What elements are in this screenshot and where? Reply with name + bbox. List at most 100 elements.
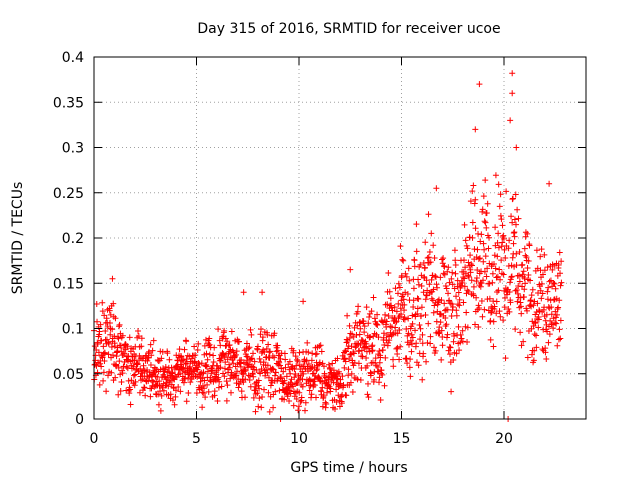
data-point bbox=[93, 300, 100, 307]
data-point bbox=[91, 343, 98, 350]
data-point bbox=[508, 273, 515, 280]
data-point bbox=[363, 340, 370, 347]
data-point bbox=[404, 360, 411, 367]
data-point bbox=[494, 253, 501, 260]
data-point bbox=[276, 359, 283, 366]
data-point bbox=[451, 247, 458, 254]
grid-lines bbox=[94, 57, 586, 419]
data-point bbox=[479, 313, 486, 320]
data-point bbox=[430, 242, 437, 249]
data-point bbox=[155, 391, 162, 398]
data-point bbox=[260, 359, 267, 366]
data-point bbox=[292, 353, 299, 360]
data-point bbox=[218, 383, 225, 390]
data-point bbox=[446, 279, 453, 286]
data-point bbox=[483, 224, 490, 231]
data-point bbox=[385, 270, 392, 277]
data-point bbox=[518, 342, 525, 349]
data-point bbox=[360, 318, 367, 325]
data-point bbox=[364, 362, 371, 369]
data-point bbox=[443, 321, 450, 328]
data-point bbox=[287, 390, 294, 397]
data-point bbox=[343, 392, 350, 399]
data-point bbox=[97, 321, 104, 328]
data-point bbox=[280, 368, 287, 375]
data-point bbox=[210, 352, 217, 359]
data-point bbox=[468, 277, 475, 284]
data-point bbox=[557, 317, 564, 324]
data-point bbox=[437, 310, 444, 317]
data-point bbox=[513, 250, 520, 257]
data-point bbox=[316, 359, 323, 366]
data-point bbox=[539, 346, 546, 353]
data-point bbox=[103, 336, 110, 343]
data-point bbox=[263, 366, 270, 373]
data-point bbox=[255, 377, 262, 384]
data-point bbox=[147, 361, 154, 368]
data-point bbox=[427, 259, 434, 266]
data-point bbox=[274, 347, 281, 354]
data-point bbox=[393, 308, 400, 315]
data-point bbox=[445, 290, 452, 297]
data-point bbox=[520, 268, 527, 275]
data-point bbox=[458, 282, 465, 289]
data-point bbox=[538, 295, 545, 302]
data-point bbox=[103, 388, 110, 395]
data-point bbox=[500, 235, 507, 242]
data-point bbox=[361, 323, 368, 330]
data-point bbox=[293, 396, 300, 403]
data-point bbox=[426, 281, 433, 288]
data-point bbox=[487, 336, 494, 343]
data-point bbox=[538, 246, 545, 253]
data-point bbox=[400, 257, 407, 264]
data-point bbox=[469, 219, 476, 226]
data-point bbox=[408, 348, 415, 355]
data-point bbox=[448, 388, 455, 395]
data-point bbox=[107, 331, 114, 338]
data-point bbox=[515, 215, 522, 222]
data-point bbox=[484, 200, 491, 207]
data-point bbox=[481, 218, 488, 225]
data-point bbox=[366, 334, 373, 341]
data-point bbox=[296, 349, 303, 356]
data-point bbox=[295, 403, 302, 410]
data-point bbox=[181, 368, 188, 375]
data-point bbox=[224, 356, 231, 363]
data-point bbox=[413, 248, 420, 255]
data-point bbox=[547, 317, 554, 324]
data-point bbox=[544, 328, 551, 335]
data-point bbox=[314, 362, 321, 369]
data-point bbox=[464, 245, 471, 252]
data-point bbox=[389, 331, 396, 338]
data-point bbox=[187, 379, 194, 386]
data-point bbox=[498, 216, 505, 223]
data-point bbox=[533, 247, 540, 254]
data-point bbox=[256, 385, 263, 392]
data-point bbox=[423, 291, 430, 298]
data-point bbox=[94, 318, 101, 325]
data-point bbox=[202, 394, 209, 401]
data-point bbox=[550, 296, 557, 303]
data-point bbox=[356, 331, 363, 338]
data-point bbox=[353, 332, 360, 339]
data-point bbox=[412, 327, 419, 334]
data-point bbox=[481, 246, 488, 253]
data-point bbox=[453, 350, 460, 357]
data-point bbox=[550, 325, 557, 332]
data-point bbox=[528, 351, 535, 358]
data-point bbox=[319, 378, 326, 385]
data-point bbox=[410, 297, 417, 304]
data-point bbox=[336, 403, 343, 410]
data-point bbox=[505, 262, 512, 269]
data-point bbox=[524, 265, 531, 272]
data-point bbox=[350, 350, 357, 357]
data-point bbox=[379, 347, 386, 354]
data-point bbox=[415, 295, 422, 302]
data-point bbox=[414, 310, 421, 317]
data-point bbox=[438, 327, 445, 334]
data-point bbox=[257, 370, 264, 377]
data-point bbox=[396, 284, 403, 291]
data-point bbox=[524, 230, 531, 237]
data-point bbox=[486, 280, 493, 287]
data-point bbox=[525, 257, 532, 264]
